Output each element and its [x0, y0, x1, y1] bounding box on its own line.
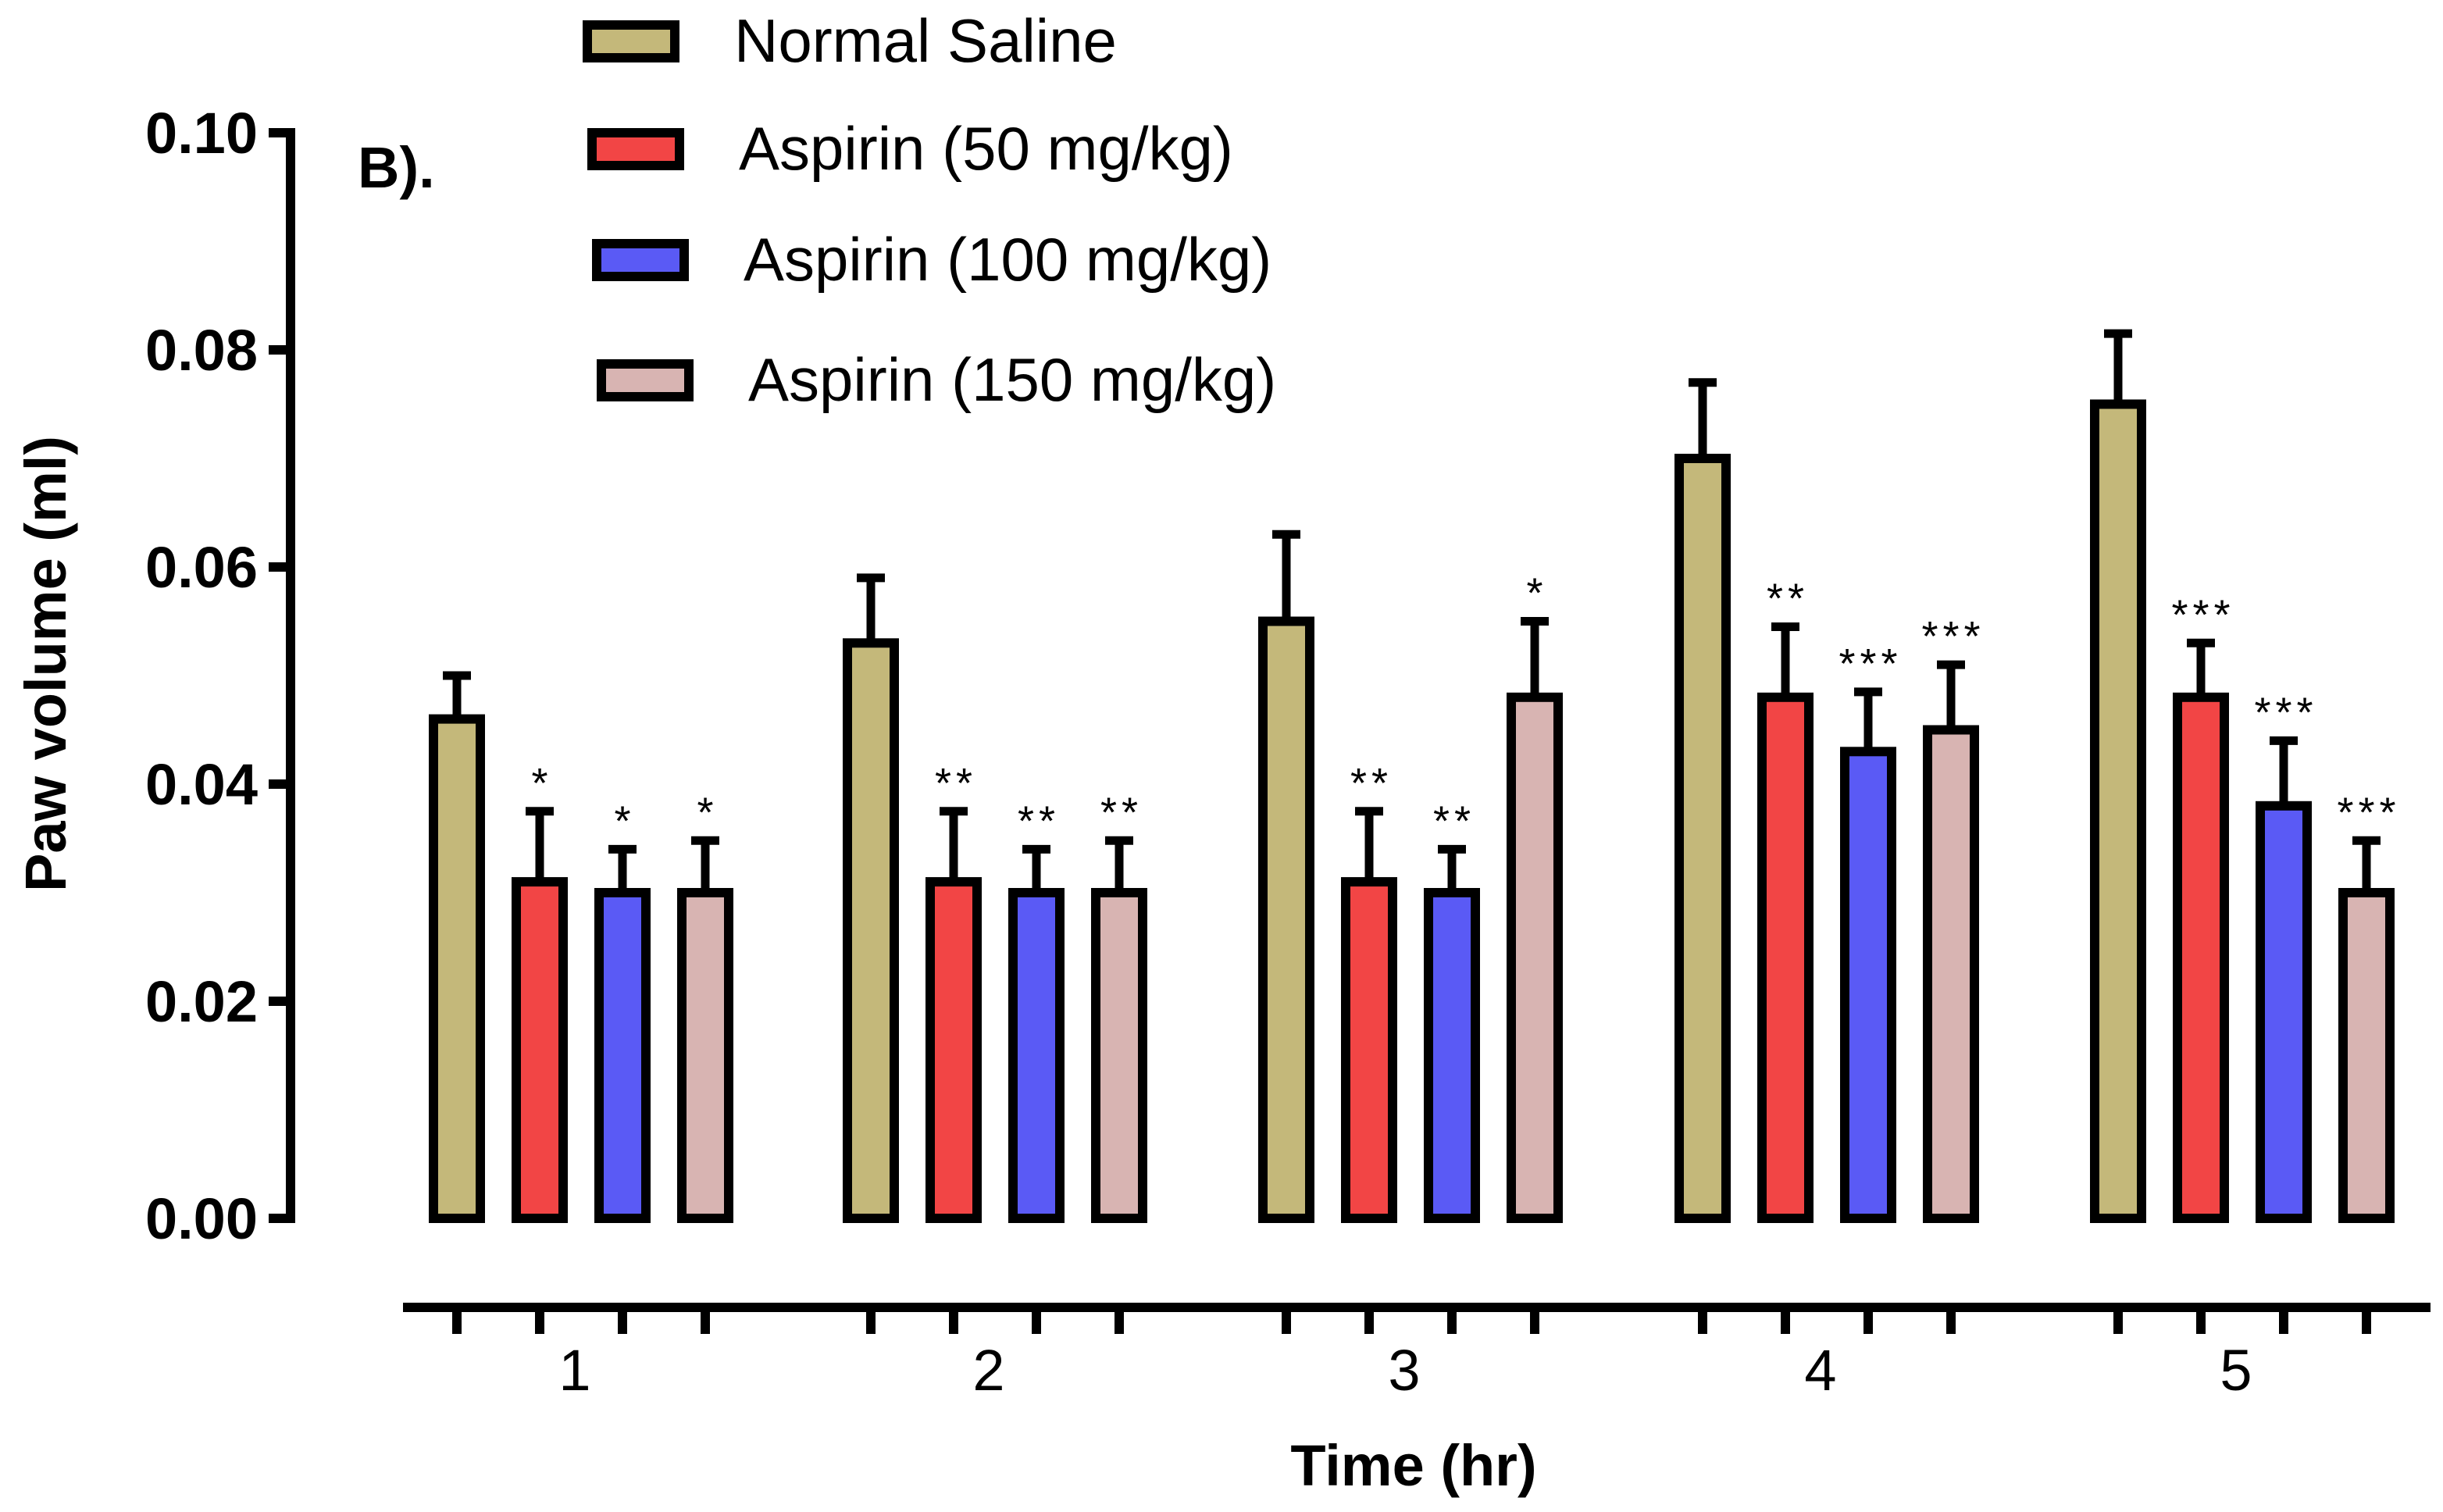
- bar: [925, 877, 982, 1223]
- significance-label: **: [1018, 797, 1060, 844]
- y-tick-label: 0.04: [145, 752, 258, 817]
- bar: [843, 638, 899, 1223]
- significance-label: **: [1350, 760, 1393, 807]
- y-tick-label: 0.08: [145, 318, 258, 383]
- x-tick-label: 1: [558, 1338, 590, 1403]
- y-axis-title: Paw volume (ml): [13, 436, 78, 892]
- legend-swatch: [587, 128, 684, 170]
- x-tick-label: 5: [2220, 1338, 2252, 1403]
- legend: Normal Saline Aspirin (50 mg/kg) Aspirin (…: [583, 6, 1276, 414]
- significance-label: ***: [2254, 689, 2317, 736]
- y-tick-label: 0.00: [145, 1186, 258, 1251]
- legend-label: Aspirin (100 mg/kg): [744, 225, 1271, 294]
- legend-swatch: [583, 20, 679, 62]
- bar: [2173, 692, 2229, 1223]
- significance-label: **: [1433, 797, 1475, 844]
- legend-label: Normal Saline: [734, 6, 1117, 75]
- x-tick-label: 2: [972, 1338, 1004, 1403]
- bar: [1008, 888, 1065, 1223]
- panel-label: B).: [358, 135, 435, 200]
- x-tick-label: 4: [1804, 1338, 1836, 1403]
- bar: [512, 877, 568, 1223]
- legend-swatch: [597, 359, 694, 401]
- legend-label: Aspirin (150 mg/kg): [748, 345, 1276, 414]
- bar: [2090, 399, 2146, 1223]
- y-tick-label: 0.10: [145, 101, 258, 166]
- x-axis: 1 2 3 4 5: [403, 1303, 2431, 1403]
- significance-label: ***: [2337, 789, 2400, 836]
- bar: [1507, 692, 1563, 1223]
- significance-label: **: [935, 760, 977, 807]
- bar: [594, 888, 651, 1223]
- significance-label: ***: [1838, 640, 1902, 687]
- significance-label: **: [1100, 789, 1143, 836]
- y-tick-label: 0.02: [145, 969, 258, 1034]
- legend-swatch: [592, 239, 689, 281]
- bar: [1258, 616, 1314, 1223]
- significance-label: **: [1767, 575, 1809, 622]
- legend-label: Aspirin (50 mg/kg): [739, 114, 1233, 183]
- bar: [1674, 454, 1731, 1223]
- bar: [1840, 747, 1896, 1223]
- bar: [2338, 888, 2395, 1223]
- y-axis: 0.00 0.02 0.04 0.06 0.08 0.10: [145, 101, 295, 1251]
- significance-label: *: [1526, 570, 1547, 617]
- x-tick-label: 3: [1388, 1338, 1420, 1403]
- significance-label: ***: [1921, 613, 1985, 660]
- significance-label: *: [531, 760, 552, 807]
- bar: [1757, 692, 1814, 1223]
- significance-label: *: [614, 797, 635, 844]
- bar: [1091, 888, 1147, 1223]
- x-axis-title: Time (hr): [1290, 1433, 1536, 1498]
- y-tick-label: 0.06: [145, 535, 258, 600]
- significance-label: ***: [2171, 591, 2234, 638]
- bar: [677, 888, 733, 1223]
- bar: [429, 714, 485, 1223]
- bar: [1424, 888, 1480, 1223]
- significance-label: *: [697, 789, 718, 836]
- bar: [2256, 801, 2312, 1224]
- bar: [1923, 725, 1979, 1223]
- bar: [1341, 877, 1397, 1223]
- bars: ** ***** ******* ******** *********: [429, 329, 2400, 1224]
